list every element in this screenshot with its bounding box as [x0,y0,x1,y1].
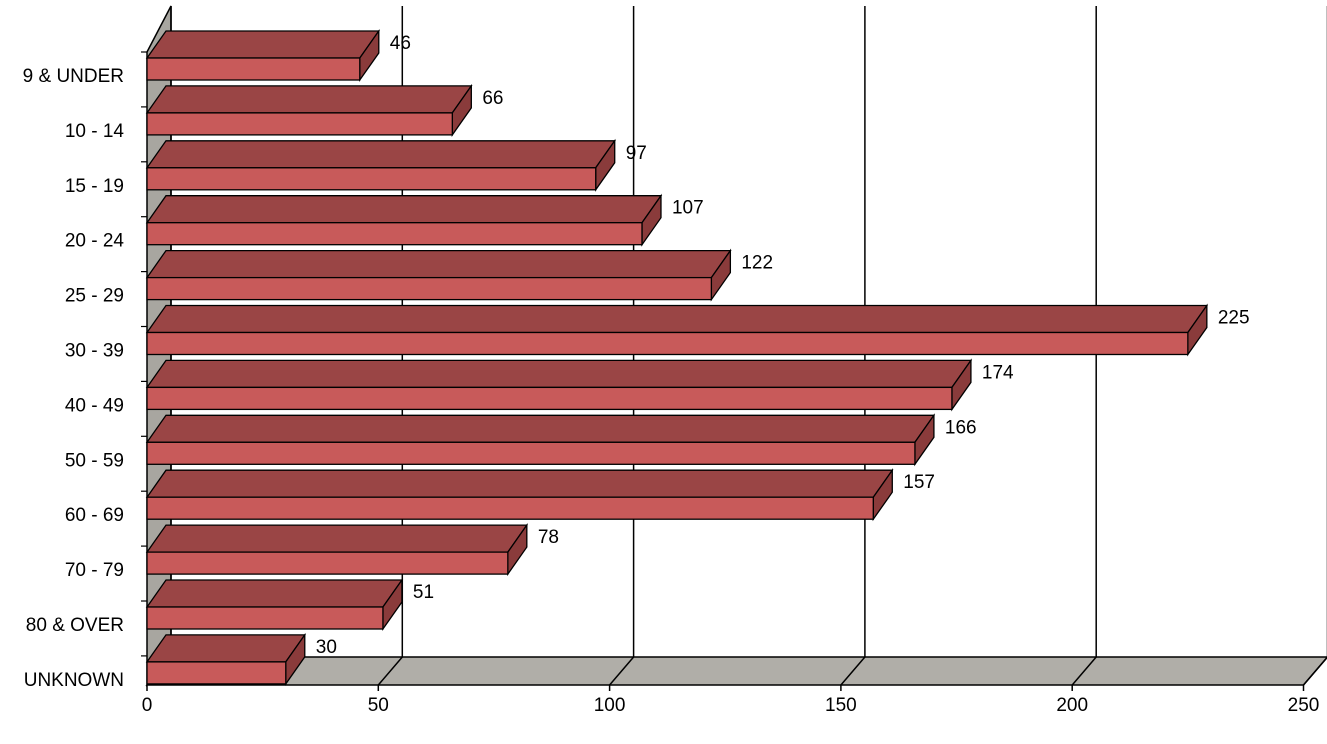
floor-gridline [840,656,866,686]
x-tick-label: 50 [368,695,389,716]
x-tick-label: 250 [1288,695,1320,716]
bar-front-face [146,441,916,465]
data-label: 97 [626,143,647,164]
data-label: 78 [538,527,559,548]
category-label: 40 - 49 [65,395,124,416]
bar-top-face [145,414,936,443]
category-label: 60 - 69 [65,505,124,526]
category-label: UNKNOWN [24,670,124,691]
bar-top-face [145,634,307,663]
bar [145,413,936,467]
x-tick-label: 200 [1056,695,1088,716]
bar-top-face [145,304,1209,334]
bar [145,83,473,137]
bar [145,632,307,686]
data-label: 122 [741,253,773,274]
bar [145,523,529,577]
bar-front-face [146,386,953,411]
bar-top-face [145,524,529,553]
floor-gridline [1302,656,1327,686]
category-label: 25 - 29 [65,286,124,307]
bar-top-face [145,249,732,279]
bar-top-face [145,359,973,389]
floor-gridline [1071,656,1097,686]
bar [145,248,732,302]
data-label: 66 [482,88,503,109]
bar-front-face [146,496,874,520]
bar [145,468,894,522]
bar-front-face [146,112,453,136]
bar-front-face [146,222,643,246]
data-label: 157 [903,472,935,493]
bar [145,303,1209,357]
data-label: 174 [982,362,1014,383]
chart-floor [145,656,1327,686]
bar-front-face [146,331,1189,356]
x-tick-label: 100 [594,695,626,716]
bar [145,138,616,192]
bar-top-face [145,30,381,59]
data-label: 51 [413,582,434,603]
chart-bars [145,28,1209,686]
bar-top-face [145,85,473,114]
x-tick-label: 0 [142,695,153,716]
category-label: 70 - 79 [65,560,124,581]
bar [145,28,381,83]
bar-front-face [146,551,509,575]
category-label: 80 & OVER [26,615,124,636]
category-label: 9 & UNDER [23,66,124,87]
bar-top-face [145,195,663,224]
bar-front-face [146,276,713,301]
category-label: 15 - 19 [65,176,124,197]
chart-labels: 0 50 100 150 200 250 46 9 & UNDER 66 10 - 14 97 15 … [23,33,1320,716]
floor-gridline [609,656,635,686]
bar [145,193,663,247]
bar [145,358,973,412]
bar-top-face [145,469,894,498]
bar-front-face [146,661,287,685]
bar [145,577,404,632]
data-label: 46 [390,33,411,54]
category-label: 10 - 14 [65,121,125,142]
bar-front-face [146,167,597,191]
data-label: 166 [945,417,977,438]
bar-front-face [146,606,384,630]
bar-top-face [145,140,616,169]
category-label: 50 - 59 [65,450,124,471]
data-label: 30 [316,637,337,658]
bar-front-face [146,57,361,81]
bar-top-face [145,579,404,608]
data-label: 107 [672,198,704,219]
category-label: 20 - 24 [65,231,125,252]
category-label: 30 - 39 [65,341,124,362]
x-tick-label: 150 [825,695,857,716]
data-label: 225 [1218,308,1250,329]
floor-gridline [377,656,403,686]
